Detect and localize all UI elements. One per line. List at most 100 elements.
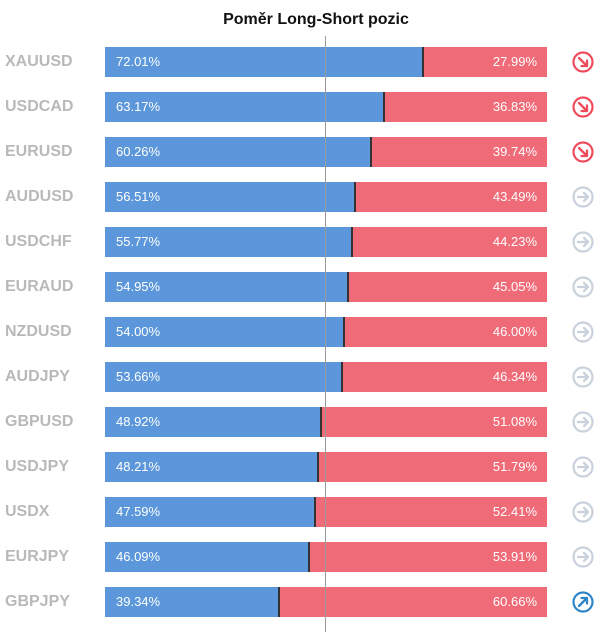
symbol-label: USDCAD <box>5 98 74 115</box>
long-bar <box>105 542 309 572</box>
arrow-right-circle-icon <box>572 546 594 568</box>
bar-divider <box>314 497 317 527</box>
bar-divider <box>370 137 373 167</box>
arrow-right-circle-icon <box>572 186 594 208</box>
symbol-label: EURAUD <box>5 278 74 295</box>
bar-divider <box>277 587 280 617</box>
bar-divider <box>317 452 320 482</box>
arrow-right-circle-icon <box>572 321 594 343</box>
short-percent-label: 43.49% <box>492 189 537 204</box>
short-percent-label: 46.00% <box>492 324 537 339</box>
long-bar <box>105 92 385 122</box>
long-percent-label: 48.92% <box>116 414 161 429</box>
short-percent-label: 53.91% <box>492 549 537 564</box>
short-bar: 54.00% 46.00% <box>105 317 547 347</box>
symbol-label: AUDJPY <box>5 368 70 385</box>
symbol-label: XAUUSD <box>5 53 73 70</box>
short-bar: 55.77% 44.23% <box>105 227 547 257</box>
short-bar: 54.95% 45.05% <box>105 272 547 302</box>
bar-divider <box>341 362 344 392</box>
bar-divider <box>307 542 310 572</box>
row-eurusd: EURUSD 60.26% 39.74% <box>0 137 608 167</box>
fifty-percent-line <box>325 36 326 632</box>
short-percent-label: 36.83% <box>492 99 537 114</box>
row-xauusd: XAUUSD 72.01% 27.99% <box>0 47 608 77</box>
bar-divider <box>422 47 425 77</box>
symbol-label: NZDUSD <box>5 323 72 340</box>
row-audjpy: AUDJPY 53.66% 46.34% <box>0 362 608 392</box>
symbol-label: USDJPY <box>5 458 70 475</box>
arrow-down-right-circle-icon <box>572 51 594 73</box>
row-nzdusd: NZDUSD 54.00% 46.00% <box>0 317 608 347</box>
symbol-label: USDCHF <box>5 233 72 250</box>
long-percent-label: 63.17% <box>116 99 161 114</box>
row-eurjpy: EURJPY 46.09% 53.91% <box>0 542 608 572</box>
short-percent-label: 60.66% <box>492 594 537 609</box>
bar-divider <box>383 92 386 122</box>
arrow-up-right-circle-icon <box>572 591 594 613</box>
row-usdcad: USDCAD 63.17% 36.83% <box>0 92 608 122</box>
symbol-label: GBPUSD <box>5 413 74 430</box>
short-bar: 53.66% 46.34% <box>105 362 547 392</box>
arrow-down-right-circle-icon <box>572 141 594 163</box>
short-percent-label: 51.08% <box>492 414 537 429</box>
bar-divider <box>346 272 349 302</box>
short-percent-label: 46.34% <box>492 369 537 384</box>
long-percent-label: 54.95% <box>116 279 161 294</box>
long-percent-label: 56.51% <box>116 189 161 204</box>
long-percent-label: 39.34% <box>116 594 161 609</box>
long-percent-label: 54.00% <box>116 324 161 339</box>
short-bar: 72.01% 27.99% <box>105 47 547 77</box>
short-percent-label: 52.41% <box>492 504 537 519</box>
long-bar <box>105 182 355 212</box>
bar-divider <box>353 182 356 212</box>
short-bar: 56.51% 43.49% <box>105 182 547 212</box>
long-bar <box>105 452 319 482</box>
long-bar <box>105 407 322 437</box>
long-percent-label: 60.26% <box>116 144 161 159</box>
arrow-right-circle-icon <box>572 366 594 388</box>
arrow-right-circle-icon <box>572 231 594 253</box>
long-bar <box>105 47 424 77</box>
short-percent-label: 27.99% <box>492 54 537 69</box>
arrow-right-circle-icon <box>572 276 594 298</box>
short-bar: 46.09% 53.91% <box>105 542 547 572</box>
row-usdjpy: USDJPY 48.21% 51.79% <box>0 452 608 482</box>
long-percent-label: 47.59% <box>116 504 161 519</box>
short-percent-label: 51.79% <box>492 459 537 474</box>
row-audusd: AUDUSD 56.51% 43.49% <box>0 182 608 212</box>
short-bar: 60.26% 39.74% <box>105 137 547 167</box>
short-percent-label: 45.05% <box>492 279 537 294</box>
short-bar: 47.59% 52.41% <box>105 497 547 527</box>
long-bar <box>105 272 348 302</box>
long-percent-label: 55.77% <box>116 234 161 249</box>
row-usdchf: USDCHF 55.77% 44.23% <box>0 227 608 257</box>
long-bar <box>105 497 316 527</box>
arrow-right-circle-icon <box>572 456 594 478</box>
symbol-label: EURJPY <box>5 548 70 565</box>
long-bar <box>105 587 279 617</box>
short-bar: 48.92% 51.08% <box>105 407 547 437</box>
arrow-right-circle-icon <box>572 411 594 433</box>
row-euraud: EURAUD 54.95% 45.05% <box>0 272 608 302</box>
bar-divider <box>342 317 345 347</box>
long-percent-label: 53.66% <box>116 369 161 384</box>
row-gbpjpy: GBPJPY 39.34% 60.66% <box>0 587 608 617</box>
long-bar <box>105 137 372 167</box>
arrow-down-right-circle-icon <box>572 96 594 118</box>
short-percent-label: 39.74% <box>492 144 537 159</box>
symbol-label: GBPJPY <box>5 593 70 610</box>
symbol-label: EURUSD <box>5 143 73 160</box>
row-gbpusd: GBPUSD 48.92% 51.08% <box>0 407 608 437</box>
short-bar: 63.17% 36.83% <box>105 92 547 122</box>
row-usdx: USDX 47.59% 52.41% <box>0 497 608 527</box>
long-percent-label: 46.09% <box>116 549 161 564</box>
bar-divider <box>320 407 323 437</box>
long-percent-label: 48.21% <box>116 459 161 474</box>
bar-divider <box>350 227 353 257</box>
long-bar <box>105 227 352 257</box>
short-percent-label: 44.23% <box>492 234 537 249</box>
long-percent-label: 72.01% <box>116 54 161 69</box>
chart-title: Poměr Long-Short pozic <box>223 11 409 28</box>
